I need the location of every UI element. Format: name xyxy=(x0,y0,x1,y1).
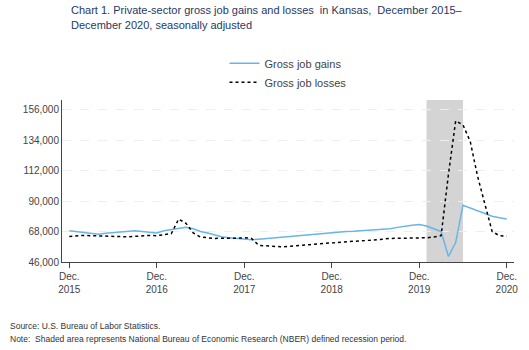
svg-text:Gross job gains: Gross job gains xyxy=(265,58,342,70)
svg-text:46,000: 46,000 xyxy=(28,257,59,268)
svg-text:Note: Shaded area represents: Note: Shaded area represents National Bu… xyxy=(10,334,406,344)
svg-text:134,000: 134,000 xyxy=(23,135,60,146)
svg-text:Gross job losses: Gross job losses xyxy=(265,77,347,89)
svg-text:Dec.2019: Dec.2019 xyxy=(408,271,431,295)
svg-text:112,000: 112,000 xyxy=(24,165,60,176)
svg-text:Dec.2018: Dec.2018 xyxy=(321,271,344,295)
svg-text:Dec.2016: Dec.2016 xyxy=(146,271,169,295)
svg-text:Dec.2020: Dec.2020 xyxy=(496,271,519,295)
svg-text:Dec.2017: Dec.2017 xyxy=(233,271,256,295)
svg-text:90,000: 90,000 xyxy=(28,196,59,207)
svg-text:156,000: 156,000 xyxy=(23,104,60,115)
svg-text:68,000: 68,000 xyxy=(28,226,59,237)
svg-text:Source: U.S. Bureau of Labor S: Source: U.S. Bureau of Labor Statistics. xyxy=(10,321,160,331)
svg-text:Chart 1. Private-sector gross: Chart 1. Private-sector gross job gains … xyxy=(71,4,463,30)
svg-text:Dec.2015: Dec.2015 xyxy=(58,271,81,295)
